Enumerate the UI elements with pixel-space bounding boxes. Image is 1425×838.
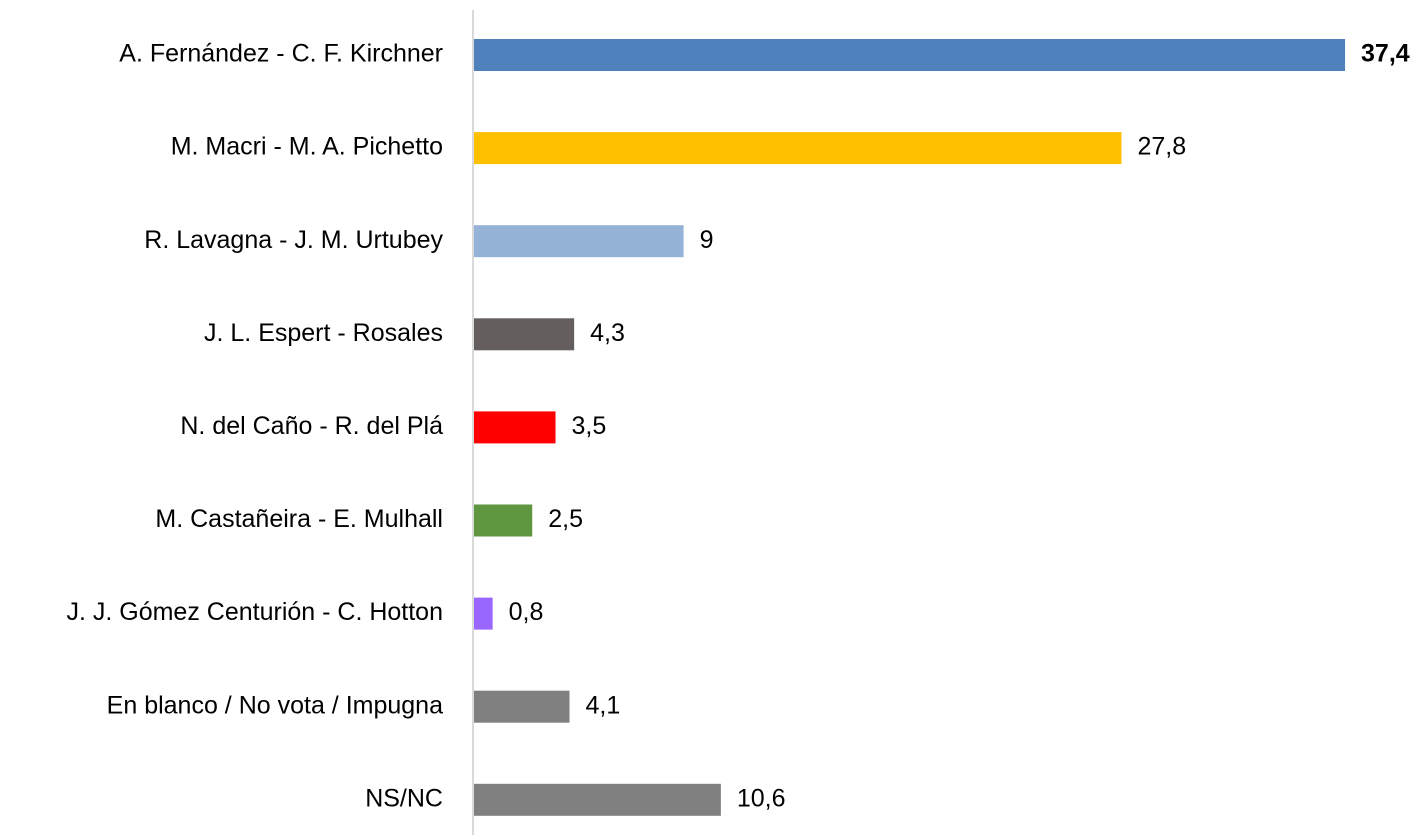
value-label: 4,1 xyxy=(585,691,620,719)
value-label: 9 xyxy=(700,226,714,254)
category-label: M. Castañeira - E. Mulhall xyxy=(155,505,443,533)
category-label: J. J. Gómez Centurión - C. Hotton xyxy=(66,598,443,626)
value-label: 27,8 xyxy=(1137,133,1186,161)
bar xyxy=(474,690,570,723)
bar xyxy=(474,39,1346,71)
value-label: 37,4 xyxy=(1361,40,1410,68)
bar xyxy=(474,504,533,537)
value-label: 2,5 xyxy=(548,505,583,533)
value-label: 0,8 xyxy=(509,598,544,626)
bar xyxy=(474,132,1122,165)
bar xyxy=(474,783,721,816)
category-label: En blanco / No vota / Impugna xyxy=(107,691,443,719)
value-label: 3,5 xyxy=(572,412,607,440)
bar xyxy=(474,225,684,258)
bar xyxy=(474,411,556,444)
category-label: J. L. Espert - Rosales xyxy=(204,319,443,347)
category-label: R. Lavagna - J. M. Urtubey xyxy=(144,226,443,254)
bar xyxy=(474,597,493,630)
value-label: 4,3 xyxy=(590,319,625,347)
category-label: A. Fernández - C. F. Kirchner xyxy=(119,40,443,68)
value-label: 10,6 xyxy=(737,784,786,812)
category-label: NS/NC xyxy=(365,784,443,812)
category-label: N. del Caño - R. del Plá xyxy=(180,412,443,440)
bar xyxy=(474,318,575,351)
category-label: M. Macri - M. A. Pichetto xyxy=(171,133,443,161)
